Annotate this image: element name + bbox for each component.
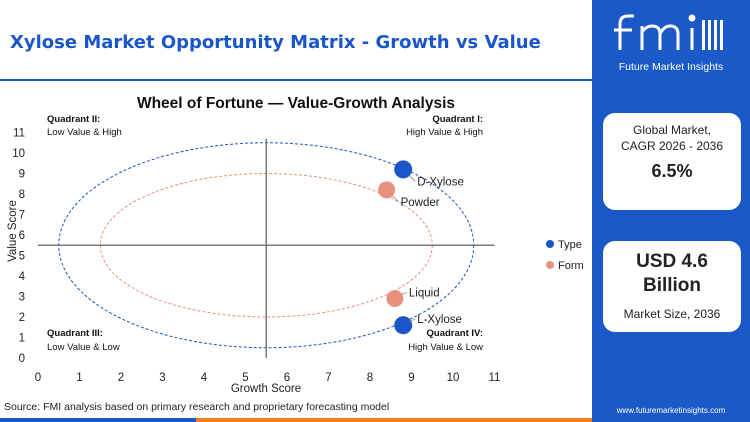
point-leader-line [392,195,399,203]
footer-bar-orange [196,418,592,422]
market-size-label: Market Size, 2036 [623,307,721,321]
website-link[interactable]: www.futuremarketinsights.com [616,406,726,415]
x-tick-label: 11 [489,372,501,384]
y-tick-label: 3 [19,292,25,304]
point-label: Liquid [409,288,440,300]
x-tick-label: 1 [76,372,82,384]
x-tick-label: 7 [325,372,331,384]
x-tick-label: 4 [201,372,208,384]
header: Xylose Market Opportunity Matrix - Growt… [0,0,592,80]
y-tick-label: 6 [19,230,25,242]
point-label: L-Xylose [417,314,462,326]
y-tick-label: 8 [19,189,25,201]
point-d-xylose [394,160,413,179]
sidebar [592,0,750,422]
quadrant-title: Quadrant II: [47,114,100,125]
brand-tagline: Future Market Insights [619,61,723,73]
cagr-card: Global Market, CAGR 2026 - 2036 6.5% [603,113,741,210]
x-tick-label: 6 [284,372,290,384]
quadrant-description: Low Value & High [47,127,122,138]
x-tick-label: 3 [159,372,165,384]
footer-bar-blue [0,418,196,422]
chart-title: Wheel of Fortune — Value-Growth Analysis [137,95,455,112]
y-tick-label: 0 [19,353,25,365]
quadrant-title: Quadrant III: [47,328,103,339]
cagr-label-line1: Global Market, [632,123,712,137]
point-label: D-Xylose [417,176,464,188]
y-tick-label: 4 [19,271,26,283]
x-tick-label: 9 [408,372,414,384]
quadrant-title: Quadrant IV: [427,328,483,339]
y-tick-label: 9 [19,169,25,181]
market-size-card: USD 4.6 Billion Market Size, 2036 [603,241,741,332]
point-leader-line [400,292,408,295]
x-tick-label: 8 [367,372,373,384]
legend-marker-type [546,240,554,248]
quadrant-description: Low Value & Low [47,342,120,353]
x-tick-label: 0 [35,372,41,384]
point-l-xylose [394,316,413,335]
point-liquid [386,290,404,308]
point-powder [378,181,396,199]
y-tick-label: 11 [13,128,25,140]
x-tick-label: 2 [118,372,124,384]
x-axis-label: Growth Score [231,383,301,395]
y-tick-label: 7 [19,210,25,222]
point-leader-line [408,175,416,182]
quadrant-description: High Value & High [406,127,483,138]
legend-marker-form [546,261,554,269]
quadrant-title: Quadrant I: [432,114,483,125]
x-tick-label: 5 [242,372,248,384]
y-tick-label: 5 [19,251,25,263]
quadrant-description: High Value & Low [408,342,483,353]
page-title: Xylose Market Opportunity Matrix - Growt… [10,32,541,53]
market-size-value-line1: USD 4.6 [636,251,708,272]
point-leader-line [409,318,416,322]
y-tick-label: 10 [12,148,25,160]
y-tick-label: 2 [19,312,25,324]
x-tick-label: 10 [447,372,460,384]
market-size-value-line2: Billion [642,275,702,296]
opportunity-matrix-chart: Wheel of Fortune — Value-Growth Analysis… [7,95,584,395]
cagr-value: 6.5% [651,161,693,181]
legend-label-form: Form [558,260,584,272]
fmi-logo: Future Market Insights [614,14,723,73]
header-divider [0,79,592,81]
y-tick-label: 1 [19,333,25,345]
y-axis-label: Value Score [7,200,19,262]
cagr-label-line2: CAGR 2026 - 2036 [620,139,724,153]
legend-label-type: Type [558,239,582,251]
source-note: Source: FMI analysis based on primary re… [4,401,390,413]
point-label: Powder [401,197,440,209]
